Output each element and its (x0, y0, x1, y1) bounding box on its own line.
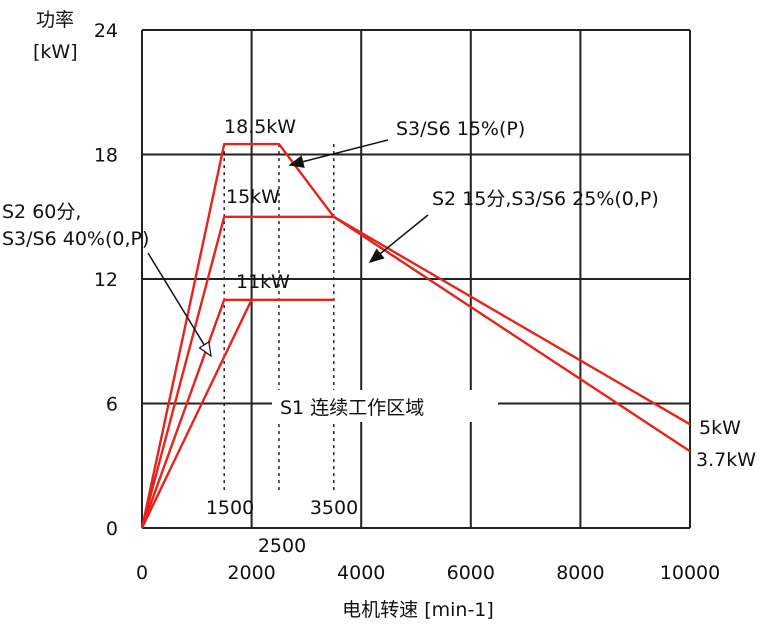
speed-marker-lines (223, 144, 335, 490)
arrow-s2-60-shaft (147, 252, 212, 357)
x-tick-label: 6000 (447, 562, 495, 584)
power-curve-2 (140, 215, 691, 529)
label-15kw: 15kW (226, 186, 280, 208)
power-curves (140, 142, 691, 529)
speed-marker-label: 3500 (310, 497, 358, 519)
label-s3s6-15: S3/S6 15%(P) (396, 118, 525, 140)
y-tick-label: 24 (94, 20, 118, 42)
arrow-s3s6-15-shaft (289, 139, 389, 166)
arrow-s3s6-15-head (288, 155, 305, 168)
label-s2-15: S2 15分,S3/S6 25%(0,P) (432, 188, 659, 210)
x-axis-label: 电机转速 [min-1] (342, 599, 494, 621)
y-tick-label: 18 (94, 145, 118, 167)
power-curve-3 (140, 298, 334, 529)
s1-label-background (272, 390, 498, 422)
y-axis-label-line2: [kW] (33, 41, 78, 63)
label-s2-60-line1: S2 60分, (2, 201, 81, 223)
x-tick-label: 10000 (660, 562, 720, 584)
label-s2-60-line2: S3/S6 40%(0,P) (2, 228, 149, 250)
x-tick-label: 8000 (556, 562, 604, 584)
label-11kw: 11kW (236, 271, 290, 293)
label-end-3-7kw: 3.7kW (696, 449, 756, 471)
speed-marker-label: 2500 (258, 535, 306, 557)
axis-ticks: 0 2000 4000 6000 8000 10000 0 6 12 18 24 1500250035… (94, 20, 720, 584)
y-tick-label: 12 (94, 269, 118, 291)
x-tick-label: 0 (136, 562, 148, 584)
power-curve-4 (140, 299, 253, 529)
arrow-s2-60-head (198, 341, 212, 358)
y-axis-label-line1: 功率 (36, 9, 74, 31)
label-18-5kw: 18.5kW (224, 116, 296, 138)
x-tick-label: 2000 (227, 562, 275, 584)
speed-marker-label: 1500 (206, 497, 254, 519)
y-tick-label: 0 (106, 518, 118, 540)
grid-lines (141, 29, 691, 529)
arrow-s2-15-head (368, 248, 385, 263)
y-tick-label: 6 (106, 394, 118, 416)
label-end-5kw: 5kW (699, 417, 741, 439)
label-s1: S1 连续工作区域 (280, 397, 424, 419)
annotation-arrows (147, 139, 429, 358)
power-curve-1 (140, 142, 691, 529)
x-tick-label: 4000 (337, 562, 385, 584)
